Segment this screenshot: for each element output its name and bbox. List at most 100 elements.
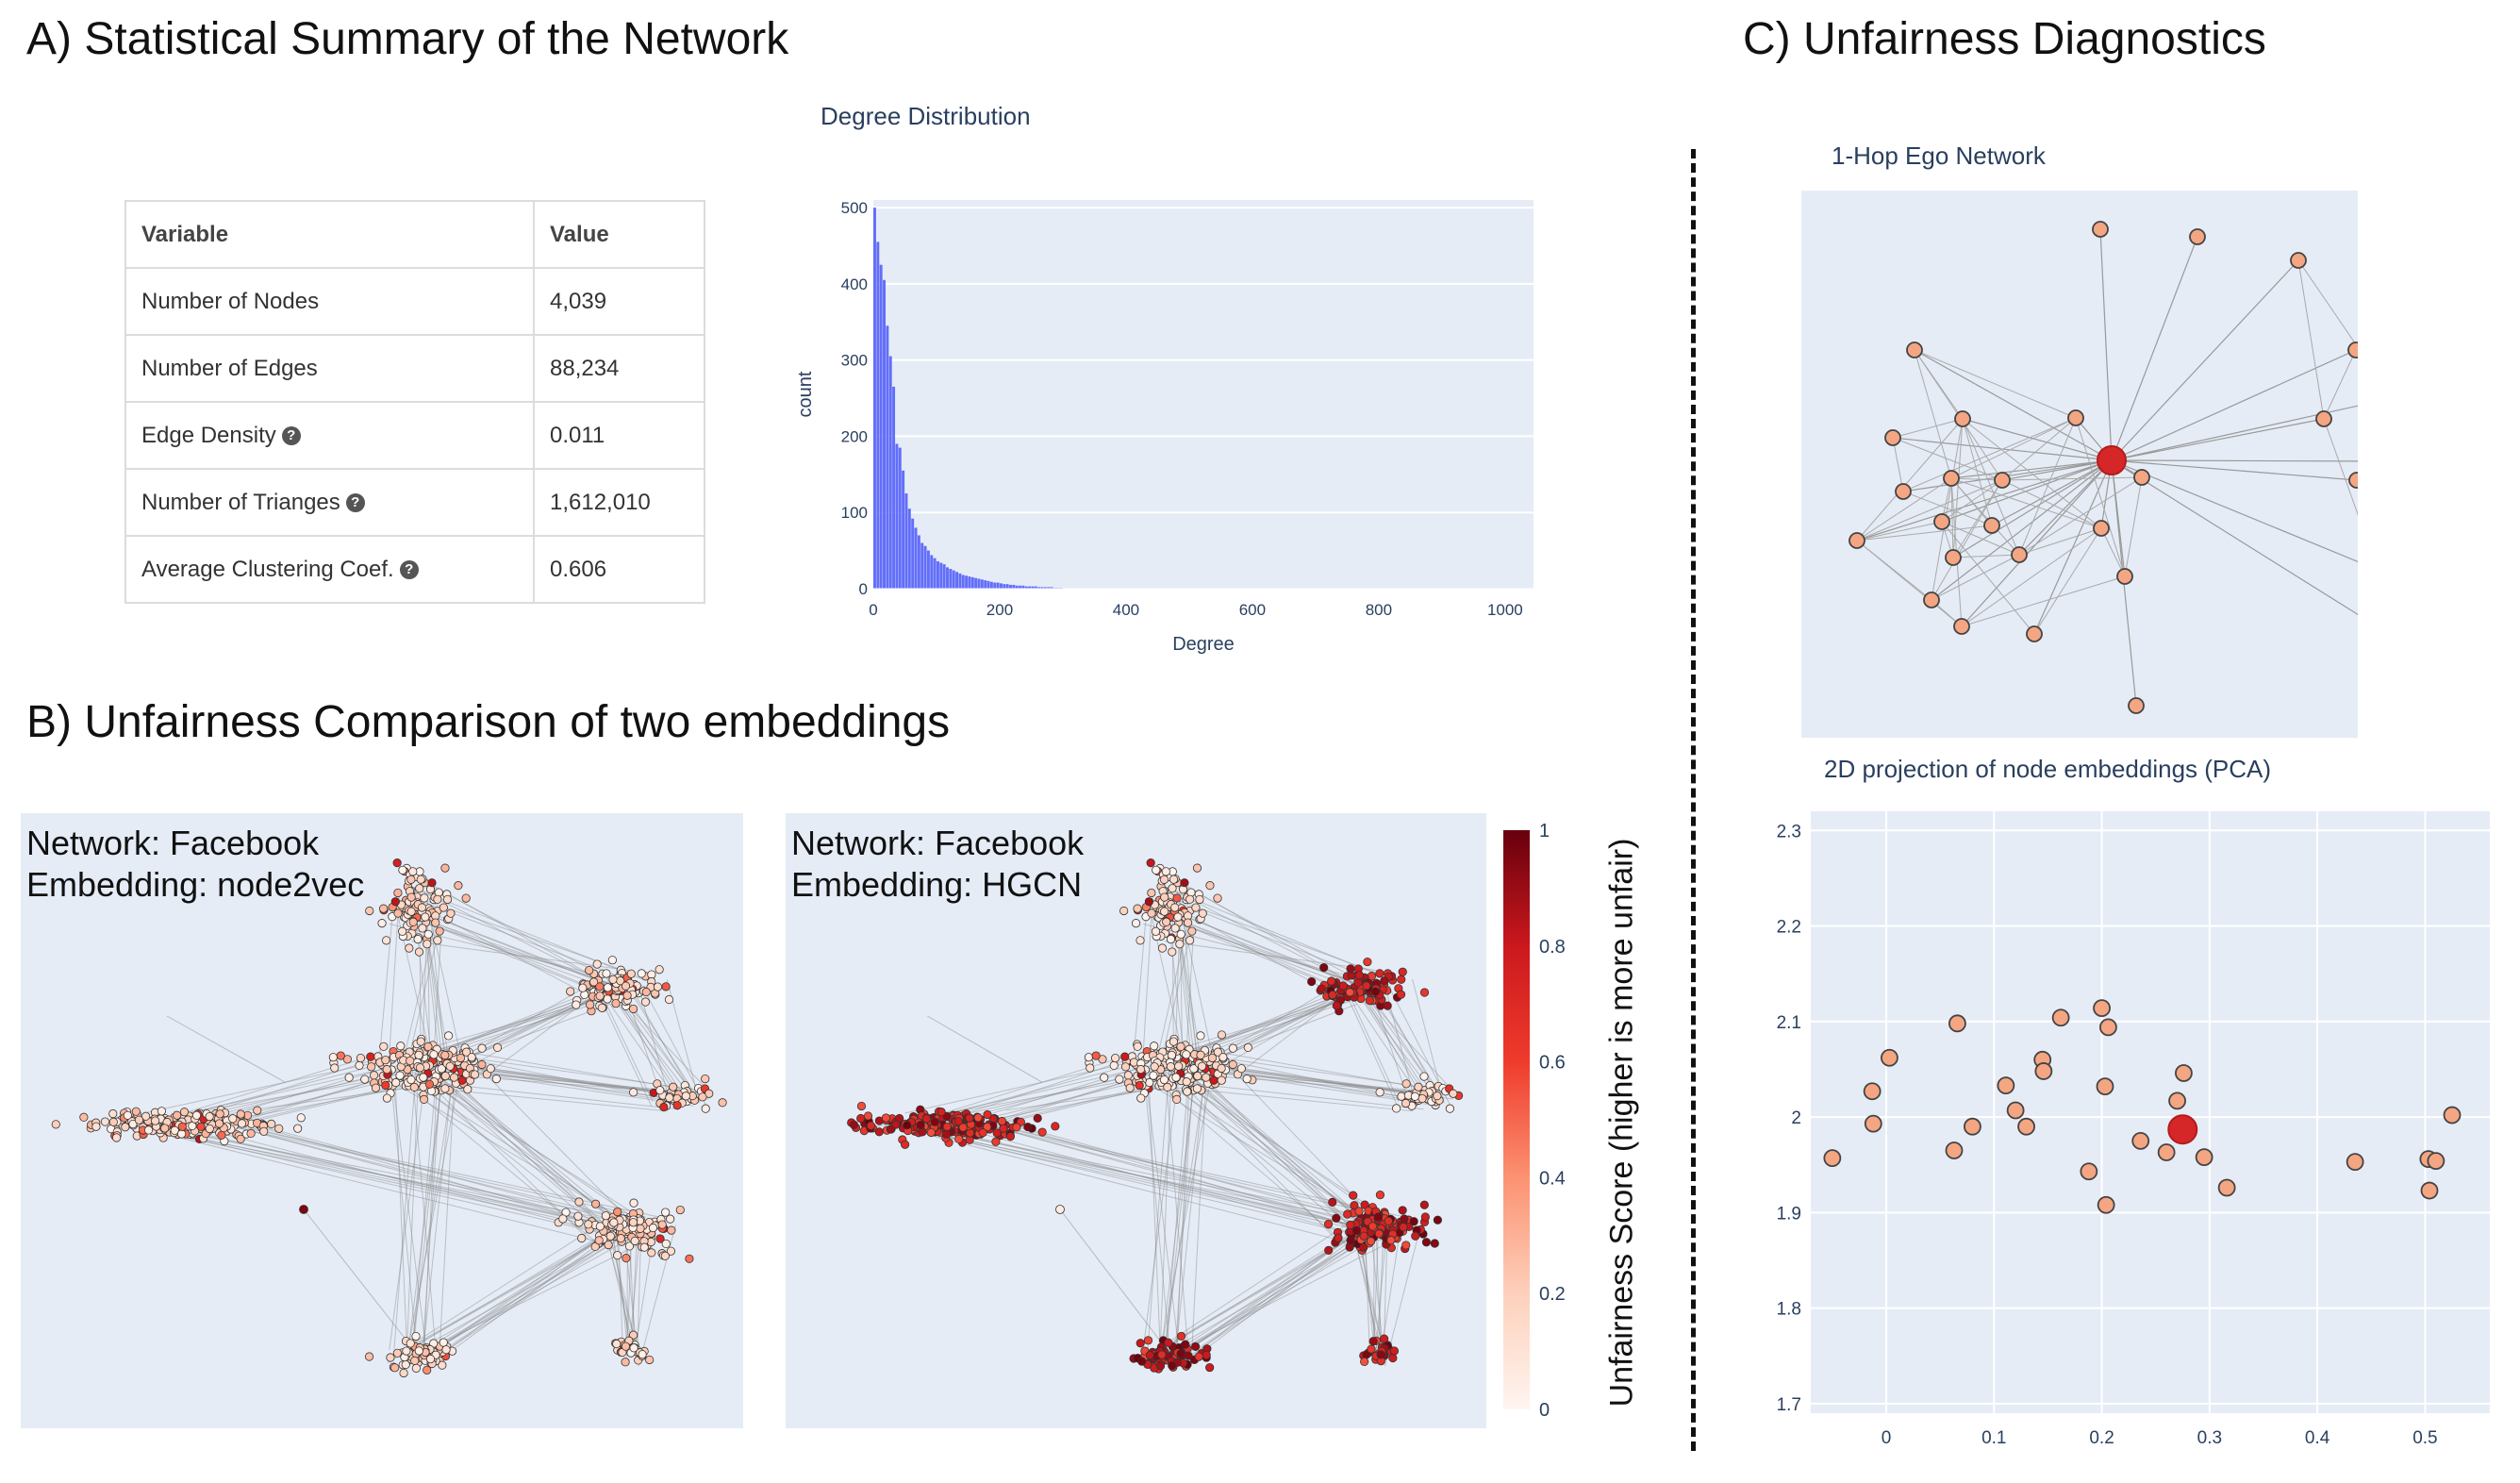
network-node xyxy=(431,918,440,927)
network-node xyxy=(259,1126,269,1136)
histogram-bar xyxy=(933,558,937,589)
ego-network-graph[interactable] xyxy=(1801,191,2358,738)
network-edge xyxy=(411,1071,642,1219)
network-node xyxy=(456,1053,466,1063)
network-node xyxy=(1111,1053,1120,1063)
network-edge xyxy=(150,1125,654,1225)
network-edge xyxy=(1191,1069,1208,1354)
network-node xyxy=(1123,1071,1133,1080)
network-panel-node2vec[interactable]: Network: Facebook Embedding: node2vec xyxy=(21,813,743,1428)
y-tick-label: 400 xyxy=(841,275,868,293)
network-node xyxy=(611,999,621,1008)
ego-edge xyxy=(1952,418,1964,558)
help-icon[interactable]: ? xyxy=(399,560,419,580)
network-edge xyxy=(1176,1062,1206,1344)
network-node xyxy=(344,1073,354,1082)
network-node xyxy=(958,1123,968,1132)
network-node xyxy=(1176,1041,1185,1051)
scatter-point xyxy=(1964,1117,1981,1136)
network-node xyxy=(1152,865,1161,875)
network-node xyxy=(622,991,632,1000)
x-tick-label: 0.3 xyxy=(2197,1428,2222,1448)
x-tick-label: 1000 xyxy=(1487,601,1523,619)
network-node xyxy=(640,997,651,1007)
histogram-bar xyxy=(888,356,892,589)
histogram-bar xyxy=(917,535,920,589)
network-node xyxy=(1409,1217,1418,1226)
network-graph-hgcn[interactable] xyxy=(786,813,1486,1428)
network-node xyxy=(112,1133,122,1142)
network-node xyxy=(666,1246,676,1256)
pca-scatter[interactable]: 2.3 2.2 2.1 2 1.9 1.8 1.7 0 0.1 0.2 0.3 0.4 0.5 xyxy=(1745,802,2509,1472)
histogram-bar xyxy=(873,208,876,589)
network-node xyxy=(423,940,432,949)
degree-histogram[interactable]: 0 100 200 300 400 500 0 200 400 600 800 1000 Degree c… xyxy=(783,189,1594,679)
ego-edge xyxy=(2033,527,2102,635)
network-node xyxy=(590,1241,600,1251)
network-node xyxy=(191,1110,202,1120)
x-tick-label: 600 xyxy=(1239,601,1266,619)
network-node xyxy=(1051,1122,1060,1131)
help-icon[interactable]: ? xyxy=(345,493,365,513)
network-panel-hgcn[interactable]: Network: Facebook Embedding: HGCN xyxy=(786,813,1486,1428)
network-node xyxy=(1176,1349,1185,1358)
histogram-bar xyxy=(1050,587,1053,589)
help-icon[interactable]: ? xyxy=(281,426,301,446)
network-node xyxy=(461,893,471,903)
network-edge xyxy=(630,986,695,1098)
network-edge xyxy=(411,1067,437,1354)
network-node xyxy=(402,1346,411,1356)
ego-node xyxy=(2315,410,2332,427)
network-node xyxy=(574,1197,584,1207)
network-edge xyxy=(1172,998,1351,1056)
network-node xyxy=(1005,1132,1016,1141)
table-cell-label: Number of Nodes xyxy=(124,267,535,336)
ego-node xyxy=(2133,469,2150,486)
histogram-bar xyxy=(1005,584,1009,589)
network-edge xyxy=(421,918,622,989)
network-node xyxy=(371,1083,381,1092)
ego-edge xyxy=(2111,259,2299,461)
network-edge xyxy=(631,1226,638,1350)
histogram-bar xyxy=(898,447,902,589)
network-node xyxy=(1365,996,1374,1006)
network-node xyxy=(1160,892,1169,902)
table-cell-value: 88,234 xyxy=(533,334,705,403)
y-axis-label: count xyxy=(795,371,816,417)
ego-edge xyxy=(1931,554,2020,601)
network-node xyxy=(382,1093,392,1103)
network-node xyxy=(1418,1093,1427,1104)
histogram-bar xyxy=(961,575,965,589)
ego-edge xyxy=(2033,459,2113,635)
network-node xyxy=(1328,1197,1337,1207)
ego-node xyxy=(2092,221,2109,238)
ego-edge xyxy=(2111,459,2358,462)
network-node xyxy=(1343,1209,1352,1219)
network-node xyxy=(253,1106,262,1115)
network-node xyxy=(1346,964,1355,974)
y-tick-label: 1.7 xyxy=(1777,1395,1801,1415)
network-edge xyxy=(429,925,622,988)
network-node xyxy=(461,1047,472,1057)
network-node xyxy=(621,1341,631,1351)
network-graph-node2vec[interactable] xyxy=(21,813,743,1428)
network-node xyxy=(1195,894,1204,905)
ego-edge xyxy=(2001,476,2143,481)
ego-edge xyxy=(1941,521,2020,556)
ego-edge xyxy=(1950,417,2077,479)
section-divider xyxy=(1691,149,1696,1451)
ego-edge xyxy=(2323,349,2357,420)
network-node xyxy=(1410,1091,1420,1101)
network-node xyxy=(1187,926,1197,936)
network-node xyxy=(441,1345,451,1355)
network-node xyxy=(365,906,374,916)
colorbar-tick-label: 0.2 xyxy=(1539,1284,1566,1305)
network-node xyxy=(1150,1062,1159,1072)
network-node xyxy=(629,1088,638,1097)
network-node xyxy=(176,1129,187,1139)
network-node xyxy=(382,936,391,945)
table-row: Number of Edges 88,234 xyxy=(124,334,705,403)
network-node xyxy=(433,936,442,945)
histogram-bar xyxy=(1043,587,1047,589)
network-node xyxy=(1177,1331,1186,1341)
